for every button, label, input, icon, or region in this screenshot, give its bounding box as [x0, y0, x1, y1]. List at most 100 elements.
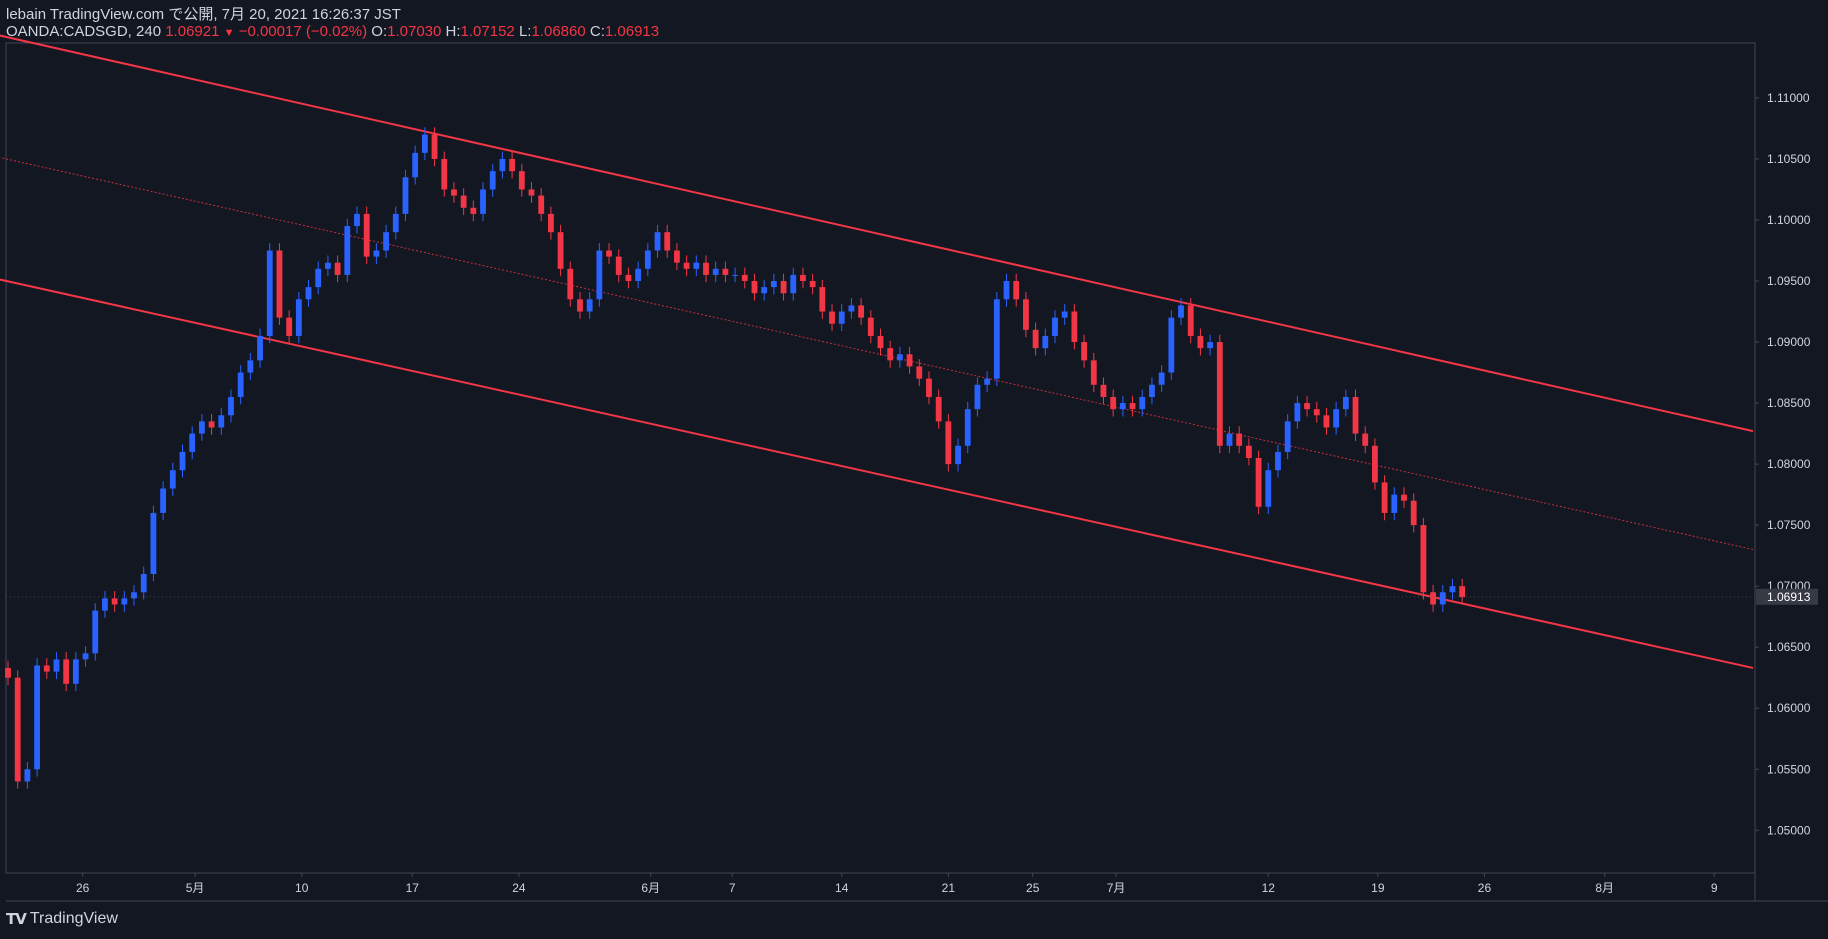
candle-body [926, 378, 932, 397]
candle-body [1023, 299, 1029, 330]
time-axis[interactable]: 26 5月 10 17 24 6月 7 14 21 25 7月 12 19 26 8月 9 [76, 873, 1718, 895]
time-tick-label: 5月 [186, 881, 205, 895]
price-tick-label: 1.05000 [1767, 823, 1811, 837]
candle-body [732, 274, 738, 276]
time-tick-label: 6月 [641, 881, 660, 895]
candle [451, 182, 457, 203]
candle [800, 267, 806, 289]
low-label: L: [518, 23, 532, 40]
candle-body [693, 262, 700, 269]
candle-body [761, 287, 768, 294]
candle-body [1139, 396, 1146, 410]
time-tick-label: 24 [512, 881, 526, 895]
candle [935, 389, 942, 429]
candle [1081, 334, 1087, 368]
candle-body [286, 317, 293, 336]
candle-body [993, 299, 1000, 379]
candle [1061, 304, 1068, 325]
candle [1245, 438, 1252, 466]
candle-body [518, 171, 525, 190]
candle [1023, 292, 1029, 338]
candle [809, 273, 816, 295]
candle [974, 377, 981, 417]
candle [1197, 328, 1204, 356]
close-label: C: [589, 23, 605, 40]
channel-upper-line[interactable] [0, 31, 1754, 433]
candle-body [848, 305, 855, 312]
candle-body [325, 262, 331, 269]
candle [24, 761, 31, 789]
candle-body [800, 274, 806, 282]
price-axis[interactable]: 1.11000 1.10500 1.10000 1.09500 1.09000 1.085… [1755, 91, 1811, 837]
candle [615, 249, 622, 283]
time-tick-label: 26 [76, 881, 90, 895]
candle-body [276, 250, 283, 318]
candle-body [499, 158, 506, 172]
candle-body [712, 268, 719, 275]
candle-body [819, 287, 826, 312]
candle-body [1100, 384, 1107, 397]
candle [354, 206, 360, 234]
candle [82, 645, 89, 667]
candle [1139, 389, 1146, 417]
ohlc-legend: OANDA:CADSGD, 240 1.06921 ▼ −0.00017 (−0… [6, 23, 659, 42]
candle [722, 261, 729, 283]
candle-body [974, 384, 981, 410]
candle-body [916, 366, 923, 379]
candle-body [489, 171, 496, 190]
candle-body [1226, 433, 1233, 446]
candle-body [43, 665, 50, 672]
candle [63, 652, 70, 692]
candle [829, 304, 835, 332]
time-tick-label: 25 [1026, 881, 1040, 895]
candle-body [1352, 396, 1359, 434]
price-tick-label: 1.06000 [1767, 701, 1811, 715]
candle-body [664, 232, 671, 251]
candle [1294, 395, 1301, 429]
candle-body [1129, 403, 1136, 410]
candle-body [1401, 494, 1407, 501]
candle [683, 255, 690, 277]
channel-middle-line[interactable] [0, 153, 1754, 551]
candle [305, 279, 312, 307]
regression-channel[interactable] [0, 31, 1754, 669]
price-tick-label: 1.06500 [1767, 640, 1811, 654]
candle [606, 243, 612, 264]
candle [1042, 328, 1049, 356]
candle-body [82, 653, 89, 660]
candle-body [1420, 525, 1427, 593]
candle [1013, 273, 1020, 307]
candle [1372, 438, 1378, 490]
candle-body [1013, 281, 1020, 300]
candle [693, 255, 700, 277]
candle [1216, 334, 1223, 454]
last-price-badge [1756, 588, 1818, 605]
candle-body [1381, 482, 1388, 513]
candle-body [92, 610, 99, 654]
candle-body [1439, 592, 1446, 605]
candle-body [24, 769, 31, 782]
high-value: 1.07152 [460, 23, 515, 40]
candle-body [392, 213, 399, 233]
candle [402, 169, 409, 222]
candle [1284, 414, 1291, 460]
candle-body [935, 396, 942, 422]
candle [1304, 395, 1310, 417]
channel-lower-line[interactable] [0, 275, 1754, 669]
time-tick-label: 17 [406, 881, 420, 895]
candle-body [722, 268, 729, 275]
candle [179, 444, 186, 478]
candle-body [295, 299, 302, 336]
candle-body [1052, 317, 1058, 336]
symbol-label[interactable]: OANDA:CADSGD, 240 [6, 23, 162, 40]
candle [1071, 304, 1078, 350]
candle-body [1265, 470, 1272, 507]
candle-body [111, 598, 118, 605]
publish-info: lebain TradingView.com で公開, 7月 20, 2021 … [6, 6, 401, 23]
candle-body [237, 372, 244, 397]
candle-body [228, 396, 234, 416]
brand-name: TradingView [29, 910, 118, 927]
candle [703, 255, 709, 283]
candle [102, 591, 108, 618]
